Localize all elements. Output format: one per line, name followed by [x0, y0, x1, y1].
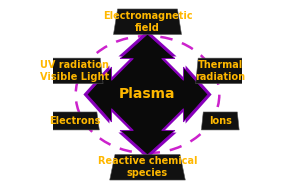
Polygon shape	[196, 58, 245, 84]
Text: Electrons: Electrons	[49, 116, 100, 126]
Polygon shape	[50, 112, 99, 130]
Text: Plasma: Plasma	[119, 88, 176, 101]
Polygon shape	[87, 34, 208, 155]
Polygon shape	[46, 58, 103, 84]
Text: UV radiation
Visible Light: UV radiation Visible Light	[40, 60, 109, 82]
Polygon shape	[83, 30, 212, 159]
Text: Electromagnetic
field: Electromagnetic field	[103, 11, 192, 33]
Polygon shape	[201, 112, 239, 130]
Text: Ions: Ions	[209, 116, 232, 126]
Text: Thermal
radiation: Thermal radiation	[195, 60, 245, 82]
Text: Reactive chemical
species: Reactive chemical species	[98, 156, 197, 178]
Polygon shape	[114, 9, 181, 35]
Polygon shape	[110, 155, 185, 180]
